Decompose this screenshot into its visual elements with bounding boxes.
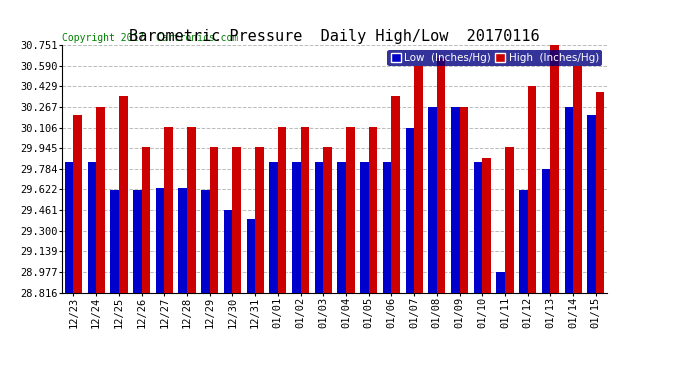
Bar [391,96,400,292]
Bar [292,162,301,292]
Bar [528,86,536,292]
Bar [324,147,332,292]
Bar [278,127,286,292]
Bar [301,127,309,292]
Bar [88,162,96,292]
Bar [201,190,210,292]
Bar [551,45,559,292]
Bar [473,162,482,292]
Bar [337,162,346,292]
Bar [96,106,105,292]
Bar [224,210,233,292]
Bar [519,190,528,292]
Bar [346,127,355,292]
Bar [315,162,324,292]
Bar [587,116,596,292]
Bar [428,106,437,292]
Bar [482,158,491,292]
Text: Copyright 2017  Cartronics.com: Copyright 2017 Cartronics.com [62,33,238,42]
Bar [437,58,446,292]
Bar [156,188,164,292]
Bar [141,147,150,292]
Bar [573,66,582,292]
Bar [269,162,278,292]
Bar [164,127,173,292]
Bar [119,96,128,292]
Bar [451,106,460,292]
Bar [360,162,368,292]
Bar [505,147,513,292]
Bar [65,162,73,292]
Bar [73,116,82,292]
Bar [210,147,218,292]
Bar [496,272,505,292]
Bar [368,127,377,292]
Bar [246,219,255,292]
Bar [179,188,187,292]
Bar [460,106,469,292]
Bar [414,66,423,292]
Bar [187,127,196,292]
Bar [542,169,551,292]
Title: Barometric Pressure  Daily High/Low  20170116: Barometric Pressure Daily High/Low 20170… [129,29,540,44]
Bar [564,106,573,292]
Bar [383,162,391,292]
Bar [596,93,604,292]
Bar [233,147,241,292]
Bar [255,147,264,292]
Bar [110,190,119,292]
Legend: Low  (Inches/Hg), High  (Inches/Hg): Low (Inches/Hg), High (Inches/Hg) [388,50,602,66]
Bar [406,128,414,292]
Bar [133,190,141,292]
